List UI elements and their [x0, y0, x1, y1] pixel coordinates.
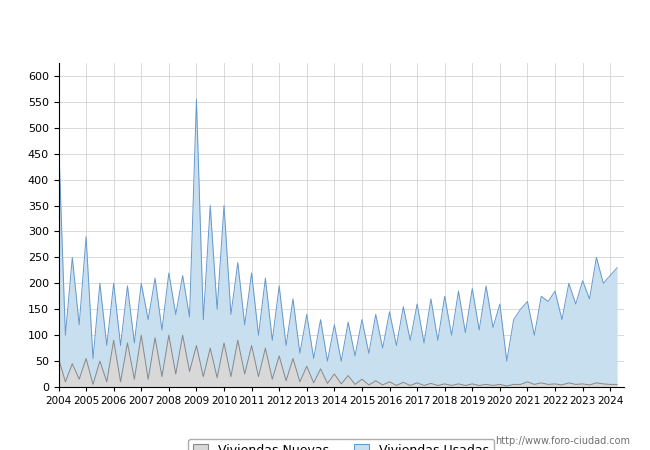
Legend: Viviendas Nuevas, Viviendas Usadas: Viviendas Nuevas, Viviendas Usadas — [188, 439, 495, 450]
Text: Utrera - Evolucion del Nº de Transacciones Inmobiliarias: Utrera - Evolucion del Nº de Transaccion… — [120, 18, 530, 33]
Text: http://www.foro-ciudad.com: http://www.foro-ciudad.com — [495, 436, 630, 446]
